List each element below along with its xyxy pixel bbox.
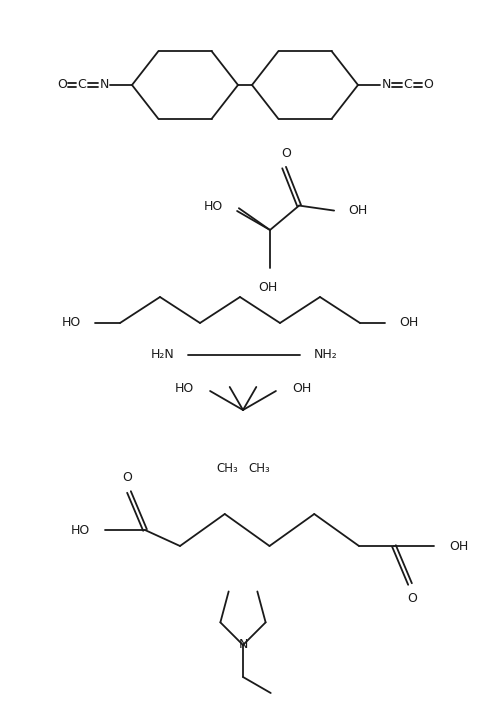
Text: O: O	[281, 146, 291, 159]
Text: OH: OH	[348, 204, 367, 217]
Text: N: N	[238, 638, 248, 651]
Text: C: C	[77, 78, 86, 92]
Text: OH: OH	[292, 383, 311, 395]
Text: HO: HO	[71, 523, 90, 537]
Text: CH₃: CH₃	[216, 462, 238, 475]
Text: O: O	[423, 78, 433, 92]
Text: OH: OH	[399, 316, 418, 329]
Text: HO: HO	[175, 383, 194, 395]
Text: H₂N: H₂N	[150, 348, 174, 361]
Text: O: O	[407, 592, 417, 605]
Text: N: N	[99, 78, 109, 92]
Text: O: O	[122, 471, 132, 484]
Text: O: O	[57, 78, 67, 92]
Text: HO: HO	[204, 200, 223, 213]
Text: HO: HO	[62, 316, 81, 329]
Text: C: C	[404, 78, 412, 92]
Text: N: N	[381, 78, 391, 92]
Text: NH₂: NH₂	[314, 348, 338, 361]
Text: OH: OH	[449, 540, 468, 552]
Text: OH: OH	[259, 281, 278, 294]
Text: CH₃: CH₃	[248, 462, 270, 475]
